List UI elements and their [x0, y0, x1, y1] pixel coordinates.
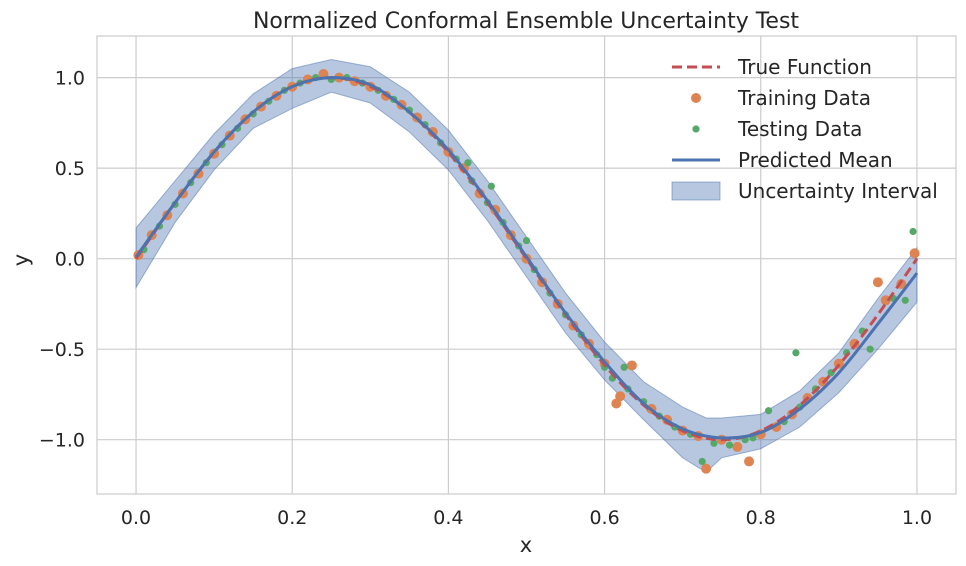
legend-label: True Function	[737, 55, 872, 79]
training-point	[615, 391, 626, 402]
uncertainty-band	[135, 59, 918, 473]
testing-point	[698, 457, 706, 466]
training-point	[701, 463, 712, 474]
testing-point	[725, 441, 734, 449]
x-tick-label: 0.0	[121, 507, 151, 529]
training-point	[744, 456, 755, 467]
testing-point	[764, 407, 773, 415]
y-tick-label: 0.0	[55, 249, 85, 271]
legend-label: Testing Data	[737, 117, 862, 141]
y-tick-label: −1.0	[39, 430, 85, 452]
y-tick-label: −0.5	[39, 339, 85, 361]
training-point	[872, 277, 883, 288]
x-tick-label: 0.6	[589, 507, 619, 529]
training-point	[732, 441, 743, 452]
y-axis-label: y	[9, 254, 33, 266]
legend-swatch-testing	[692, 125, 700, 133]
testing-point	[620, 363, 628, 371]
legend-swatch-band	[671, 181, 721, 201]
legend-swatch-training	[691, 93, 701, 103]
x-axis-label: x	[520, 533, 532, 557]
x-tick-label: 1.0	[902, 507, 932, 529]
x-tick-label: 0.4	[433, 507, 463, 529]
legend-label: Uncertainty Interval	[738, 179, 938, 203]
training-point	[626, 360, 637, 371]
y-tick-label: 1.0	[55, 68, 85, 90]
legend-label: Predicted Mean	[738, 148, 893, 172]
tick-labels: 0.0 0.2 0.4 0.6 0.8 1.0 −1.0 −0.5 0.0 0.5 1.0	[39, 68, 932, 529]
testing-point	[710, 439, 718, 447]
testing-point	[487, 182, 495, 190]
x-tick-label: 0.8	[746, 507, 776, 529]
plot-area	[96, 35, 957, 495]
testing-point	[792, 349, 800, 357]
lines-layer	[134, 76, 919, 442]
legend-label: Training Data	[737, 86, 871, 110]
testing-point	[909, 227, 917, 236]
training-point	[909, 248, 920, 259]
legend: True Function Training Data Testing Data Pr…	[671, 55, 938, 203]
testing-point	[901, 296, 909, 304]
uncertainty-band-layer	[135, 59, 918, 473]
predicted-mean-line	[134, 76, 919, 440]
chart-title: Normalized Conformal Ensemble Uncertaint…	[253, 9, 799, 34]
y-tick-label: 0.5	[55, 158, 85, 180]
testing-point	[464, 159, 472, 167]
x-tick-label: 0.2	[277, 507, 307, 529]
testing-point	[522, 236, 531, 245]
testing-point	[866, 345, 874, 353]
